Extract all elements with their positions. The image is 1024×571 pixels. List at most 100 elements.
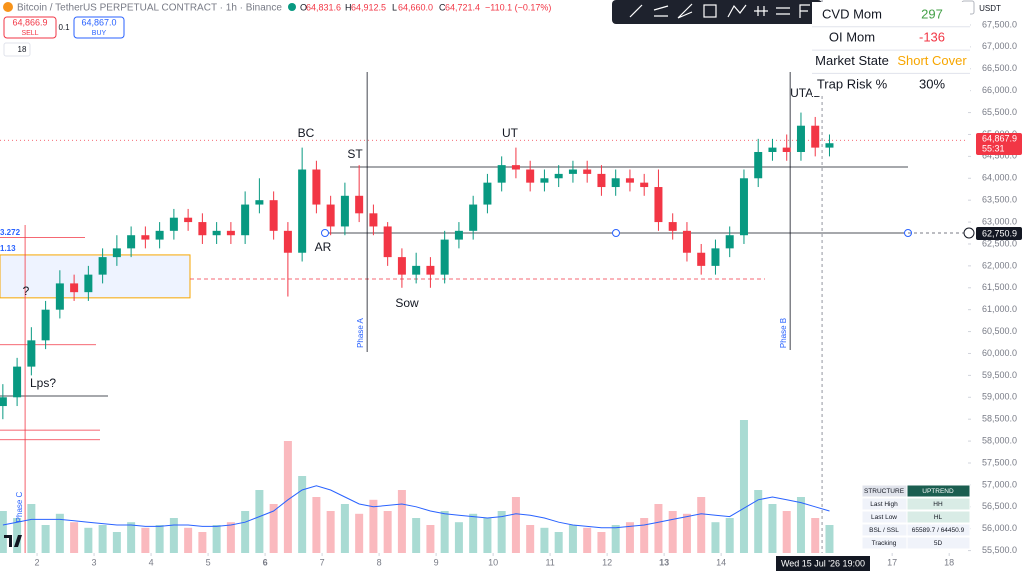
volume-bar (13, 518, 22, 553)
volume-bar (70, 522, 79, 553)
candle-body (41, 309, 50, 341)
volume-bar (625, 522, 634, 553)
ohlc-value: 64,721.4 (445, 2, 480, 12)
candle-body (754, 151, 763, 179)
last-price-box (976, 133, 1022, 155)
ohlc-value: 64,831.6 (306, 2, 341, 12)
candle-body (383, 226, 392, 258)
stats-label: Trap Risk % (817, 76, 888, 91)
candle-body (668, 222, 677, 231)
sell-label: SELL (21, 30, 38, 37)
volume-bar (611, 525, 620, 553)
candle-body (483, 182, 492, 205)
annotation: ? (23, 284, 30, 298)
tool-icon[interactable] (776, 7, 790, 15)
symbol: Bitcoin / TetherUS PERPETUAL CONTRACT · … (17, 3, 282, 14)
currency: USDT (979, 4, 1001, 13)
stats-value: Short Cover (897, 53, 967, 68)
structure-value: HH (933, 501, 943, 508)
volume-bar (340, 504, 349, 553)
annotation: BC (298, 126, 315, 140)
y-tick-label: 55,500.0 (982, 545, 1017, 555)
structure-cell (906, 497, 971, 511)
buy-button[interactable] (73, 16, 125, 39)
volume-bar (369, 499, 378, 553)
buy-label: BUY (92, 30, 107, 37)
y-tick-label: 56,000.0 (982, 523, 1017, 533)
volume-bar (711, 522, 720, 553)
candle-body (112, 248, 121, 258)
x-tick-label: 5 (206, 557, 211, 567)
stats-value: 297 (921, 6, 943, 21)
volume-bar (640, 518, 649, 553)
volume-bar (768, 504, 777, 553)
volume-bar (298, 476, 307, 553)
y-tick-label: 58,500.0 (982, 414, 1017, 424)
volume-bar (283, 441, 292, 553)
volume-bar (526, 525, 535, 553)
candle-body (241, 204, 250, 236)
volume-bar (568, 525, 577, 553)
candle-body (198, 222, 207, 236)
ohlc-value: −110.1 (−0.17%) (485, 2, 551, 12)
volume-bar (540, 527, 549, 553)
y-tick-label: 64,000.0 (982, 173, 1017, 183)
volume-bar (112, 532, 121, 553)
volume-bar (255, 490, 264, 553)
qty: 0.1 (58, 23, 70, 32)
tool-icon[interactable] (653, 5, 669, 17)
structure-value: 65589.7 / 64450.9 (912, 527, 965, 534)
tool-icon[interactable] (754, 6, 768, 16)
count-box[interactable] (3, 42, 31, 57)
volume-bar (355, 513, 364, 553)
tool-icon[interactable] (703, 4, 717, 18)
candle-body (625, 178, 634, 183)
volume-bar (725, 518, 734, 553)
volume-bar (511, 497, 520, 553)
candle-body (526, 169, 535, 183)
candle-body (640, 182, 649, 188)
annotation: UT (502, 126, 519, 140)
ohlc-value: C (439, 2, 446, 12)
structure-cell (906, 484, 971, 498)
candle-body (226, 230, 235, 236)
volume-bar (454, 522, 463, 553)
volume-bar (241, 511, 250, 553)
volume-bar (554, 532, 563, 553)
structure-value: UPTREND (922, 488, 954, 495)
volume-bar (326, 511, 335, 553)
candle-body (397, 257, 406, 275)
volume-bar (426, 525, 435, 553)
volume-bar (226, 522, 235, 553)
tool-icon[interactable] (727, 4, 747, 18)
x-tick-label: 9 (434, 557, 439, 567)
y-tick-label: 56,500.0 (982, 501, 1017, 511)
candle-body (725, 235, 734, 249)
y-tick-label: 63,000.0 (982, 216, 1017, 226)
y-tick-label: 57,500.0 (982, 457, 1017, 467)
tv-logo-mark (4, 535, 22, 547)
tool-icon[interactable] (677, 3, 693, 19)
drawing-toolbar (612, 0, 822, 24)
candle-body (597, 173, 606, 188)
volume-bar (98, 525, 107, 553)
tool-icon[interactable] (799, 4, 810, 18)
level-price-box (976, 227, 1022, 240)
y-tick-label: 59,000.0 (982, 392, 1017, 402)
stats-label: Market State (815, 53, 889, 68)
y-tick-label: 66,500.0 (982, 63, 1017, 73)
volume-bar (127, 522, 136, 553)
candle-body (412, 265, 421, 275)
structure-cell (906, 510, 971, 524)
x-tick-label: 13 (659, 557, 669, 567)
candle-body (212, 230, 221, 236)
volume-bar (497, 511, 506, 553)
sell-button[interactable] (3, 16, 57, 39)
x-tick-label: 10 (488, 557, 498, 567)
tool-icon[interactable] (629, 4, 643, 18)
annotation: Phase B (779, 318, 788, 348)
status-dot (288, 3, 296, 11)
y-tick-label: 63,500.0 (982, 195, 1017, 205)
candle-body (340, 195, 349, 227)
